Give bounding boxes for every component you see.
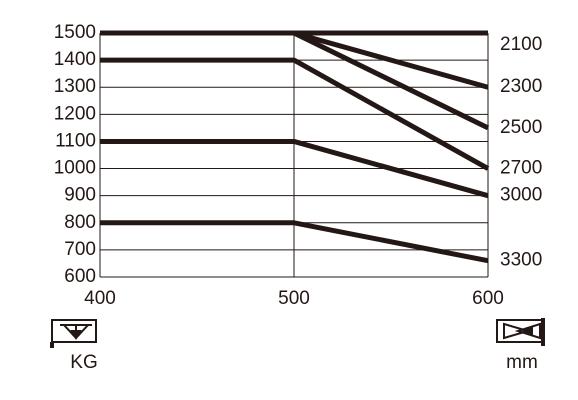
y-tick-label: 1000 [54, 158, 96, 179]
legend-label: 3300 [500, 250, 542, 271]
load-line [100, 220, 489, 264]
y-tick-label: 600 [64, 266, 96, 287]
legend-label: 2500 [500, 117, 542, 138]
y-tick-label: 1300 [54, 76, 96, 97]
weight-unit: KG [70, 352, 97, 373]
legend-label: 2300 [500, 76, 542, 97]
load-line [100, 138, 489, 199]
y-tick-label: 800 [64, 212, 96, 233]
distance-unit: mm [506, 352, 538, 373]
y-tick-label: 700 [64, 239, 96, 260]
distance-icon [496, 318, 545, 346]
y-tick-label: 1400 [54, 49, 96, 70]
x-tick-label: 600 [472, 288, 504, 309]
weight-icon [50, 319, 97, 348]
legend-label: 3000 [500, 185, 542, 206]
legend-label: 2700 [500, 158, 542, 179]
y-tick-label: 1200 [54, 103, 96, 124]
load-line [100, 57, 490, 171]
x-tick-label: 400 [84, 288, 116, 309]
y-tick-label: 900 [64, 185, 96, 206]
x-tick-label: 500 [278, 288, 310, 309]
legend-label: 2100 [500, 34, 542, 55]
y-tick-label: 1100 [55, 130, 96, 151]
y-tick-label: 1500 [54, 22, 96, 43]
load-line [100, 30, 490, 131]
